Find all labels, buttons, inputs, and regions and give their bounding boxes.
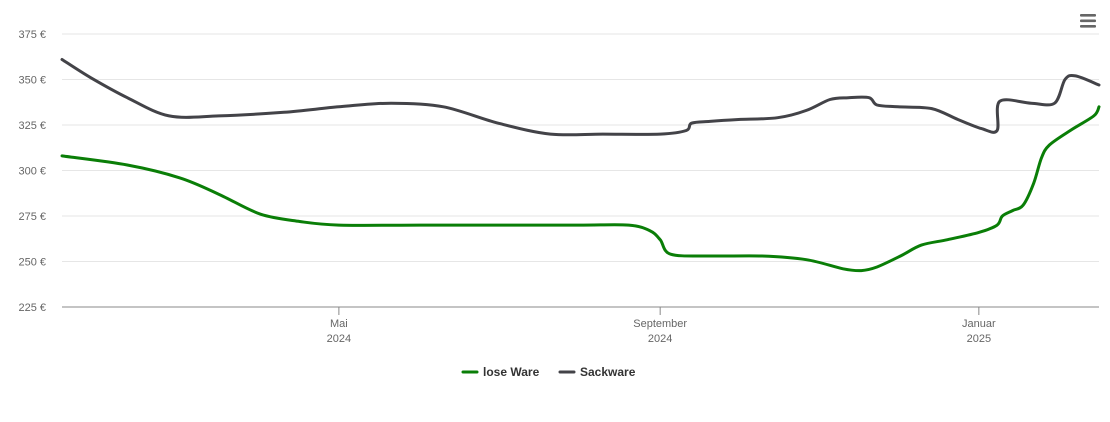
grid-lines	[62, 33, 1099, 262]
y-tick-label: 225 €	[18, 302, 46, 314]
x-tick-month: September	[633, 318, 687, 330]
x-tick-year: 2025	[967, 333, 991, 345]
legend: lose Ware Sackware	[461, 365, 636, 379]
legend-item[interactable]: lose Ware	[461, 365, 540, 379]
series-line-sackware[interactable]	[60, 58, 1101, 137]
x-tick-year: 2024	[648, 333, 672, 345]
y-tick-label: 325 €	[18, 120, 46, 132]
y-tick-label: 300 €	[18, 166, 46, 178]
legend-label: lose Ware	[483, 365, 540, 379]
x-tick-month: Januar	[962, 318, 996, 330]
hamburger-menu-icon[interactable]	[1076, 11, 1100, 33]
y-tick-label: 250 €	[18, 257, 46, 269]
y-tick-label: 350 €	[18, 75, 46, 87]
x-tick-month: Mai	[330, 318, 348, 330]
series-line-lose-ware[interactable]	[60, 105, 1101, 273]
y-tick-label: 375 €	[18, 29, 46, 41]
axes: 225 € 250 € 275 € 300 € 325 € 350 € 375 € Mai 20…	[18, 29, 1099, 345]
series-lines	[60, 58, 1101, 273]
legend-label: Sackware	[580, 365, 636, 379]
legend-item[interactable]: Sackware	[558, 365, 636, 379]
y-tick-label: 275 €	[18, 211, 46, 223]
x-tick-year: 2024	[327, 333, 351, 345]
